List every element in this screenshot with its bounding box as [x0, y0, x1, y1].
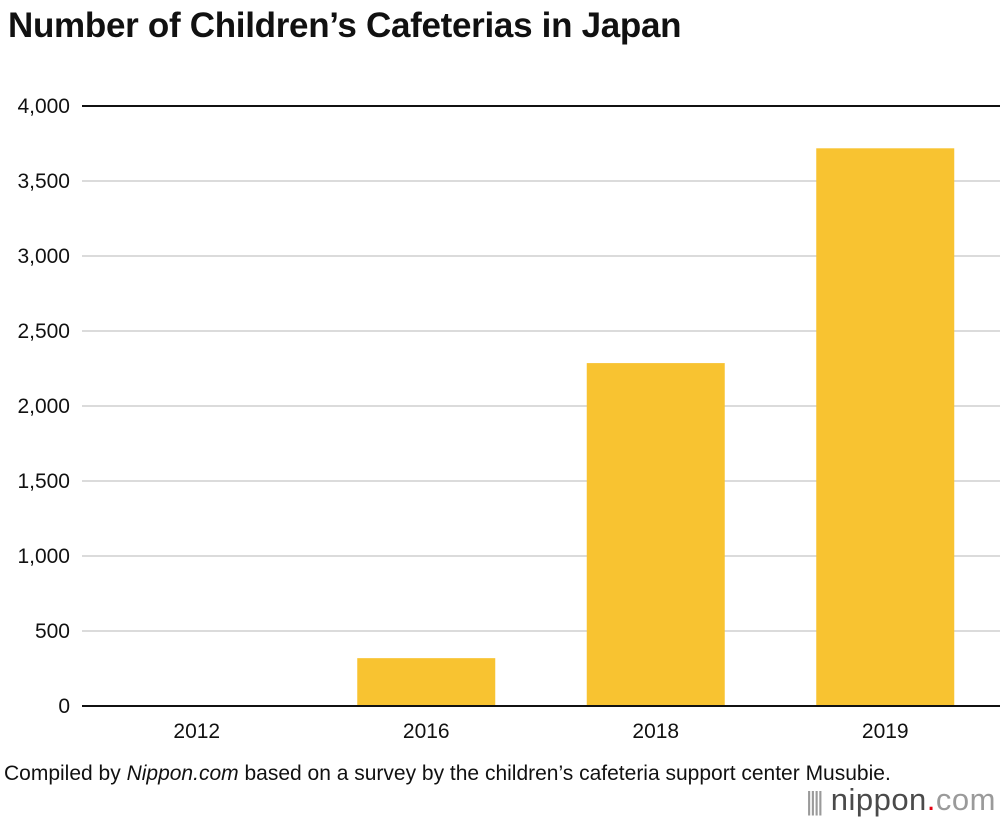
x-tick-label: 2012	[173, 720, 220, 743]
logo-name: nippon	[830, 782, 927, 817]
y-tick-label: 1,000	[17, 545, 70, 568]
source-note: Compiled by Nippon.com based on a survey…	[4, 760, 891, 788]
y-tick-label: 0	[58, 695, 70, 718]
logo-bars: ||||	[805, 786, 824, 816]
nippon-logo: |||| nippon.com	[806, 782, 996, 818]
logo-dot: .	[926, 782, 936, 817]
y-tick-label: 2,000	[17, 395, 70, 418]
x-tick-label: 2019	[862, 720, 909, 743]
y-tick-label: 1,500	[17, 470, 70, 493]
x-tick-label: 2018	[632, 720, 679, 743]
x-tick-label: 2016	[403, 720, 450, 743]
y-tick-label: 4,000	[17, 95, 70, 118]
y-tick-label: 3,000	[17, 245, 70, 268]
logo-tld: com	[935, 782, 996, 817]
bar	[586, 363, 725, 706]
bar	[816, 148, 955, 707]
y-tick-label: 500	[35, 620, 70, 643]
bar	[357, 658, 496, 706]
y-tick-label: 3,500	[17, 170, 70, 193]
chart-title: Number of Children’s Cafeterias in Japan	[8, 6, 682, 45]
source-suffix: based on a survey by the children’s cafe…	[238, 762, 891, 785]
bar-chart: 0 500 1,000 1,500 2,000 2,500 3,000 3,500 4,000 2…	[17, 95, 1000, 743]
source-site: Nippon.com	[126, 762, 239, 785]
y-tick-label: 2,500	[17, 320, 70, 343]
source-prefix: Compiled by	[4, 762, 127, 785]
